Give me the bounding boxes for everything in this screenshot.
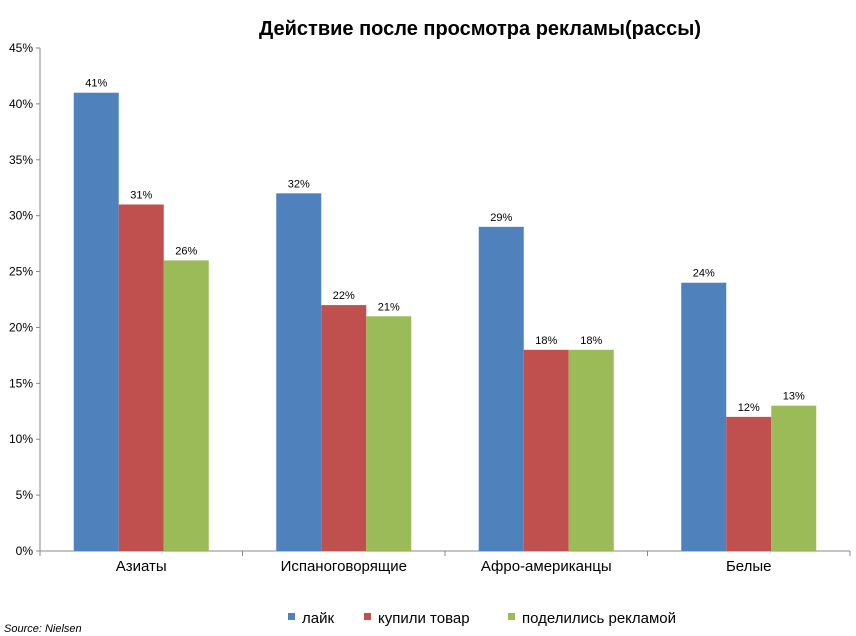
legend-swatch	[288, 613, 295, 620]
bar-лайк	[276, 193, 322, 552]
y-tick-label: 5%	[16, 488, 34, 502]
data-label: 18%	[535, 335, 557, 347]
bar-поделились рекламой	[568, 349, 614, 551]
data-label: 13%	[783, 391, 805, 403]
y-tick-label: 0%	[16, 544, 34, 558]
data-label: 31%	[130, 189, 152, 201]
data-label: 24%	[693, 268, 715, 280]
data-label: 29%	[490, 212, 512, 224]
y-tick-label: 20%	[9, 320, 33, 334]
bar-поделились рекламой	[771, 405, 817, 551]
data-label: 41%	[85, 78, 107, 90]
y-tick-label: 40%	[9, 97, 33, 111]
bar-купили товар	[726, 416, 772, 551]
y-tick-label: 10%	[9, 432, 33, 446]
legend-label: поделились рекламой	[522, 610, 676, 627]
legend-label: купили товар	[378, 610, 470, 627]
bar-купили товар	[321, 305, 367, 551]
legend-swatch	[364, 613, 371, 620]
bar-лайк	[681, 282, 727, 551]
bar-купили товар	[118, 204, 164, 551]
source-note: Source: Nielsen	[4, 623, 82, 635]
bar-поделились рекламой	[163, 260, 209, 551]
data-label: 26%	[175, 245, 197, 257]
category-label: Испаноговорящие	[281, 558, 407, 575]
category-label: Азиаты	[116, 558, 167, 575]
bar-купили товар	[523, 349, 569, 551]
category-label: Белые	[726, 558, 772, 575]
y-tick-label: 45%	[9, 41, 33, 55]
legend-label: лайк	[302, 610, 334, 627]
bar-поделились рекламой	[366, 316, 412, 551]
data-label: 18%	[580, 335, 602, 347]
y-tick-label: 30%	[9, 209, 33, 223]
data-label: 12%	[738, 402, 760, 414]
legend-swatch	[508, 613, 515, 620]
data-label: 21%	[378, 301, 400, 313]
data-label: 22%	[333, 290, 355, 302]
chart-title: Действие после просмотра рекламы(рассы)	[259, 18, 701, 40]
category-label: Афро-американцы	[481, 558, 612, 575]
bar-лайк	[73, 92, 119, 551]
y-tick-label: 35%	[9, 153, 33, 167]
y-tick-label: 15%	[9, 376, 33, 390]
bar-лайк	[478, 226, 524, 551]
data-label: 32%	[288, 178, 310, 190]
y-tick-label: 25%	[9, 265, 33, 279]
